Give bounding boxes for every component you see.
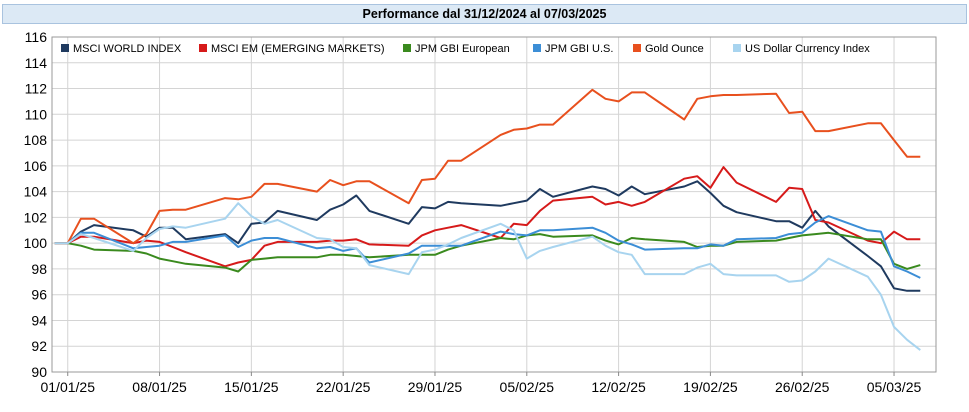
series-line-1 <box>54 166 921 268</box>
legend-swatch <box>199 44 207 52</box>
legend-label: MSCI WORLD INDEX <box>73 43 182 55</box>
x-tick-label: 19/02/25 <box>683 379 738 395</box>
y-tick-label: 108 <box>24 132 48 148</box>
y-tick-label: 100 <box>24 235 48 251</box>
series-line-3 <box>54 215 921 279</box>
x-tick-label: 22/01/25 <box>316 379 371 395</box>
legend-label: Gold Ounce <box>645 43 704 55</box>
chart-title: Performance dal 31/12/2024 al 07/03/2025 <box>2 4 967 24</box>
legend-label: MSCI EM (EMERGING MARKETS) <box>211 43 385 55</box>
y-tick-label: 112 <box>25 81 48 97</box>
y-tick-label: 106 <box>24 158 48 174</box>
legend-swatch <box>61 44 69 52</box>
x-tick-label: 15/01/25 <box>224 379 279 395</box>
legend-label: JPM GBI European <box>415 43 510 55</box>
y-tick-label: 114 <box>25 55 48 71</box>
y-tick-label: 116 <box>25 29 48 45</box>
x-tick-label: 29/01/25 <box>408 379 463 395</box>
series-lines <box>54 88 921 351</box>
x-tick-label: 05/03/25 <box>867 379 922 395</box>
x-tick-label: 01/01/25 <box>40 379 95 395</box>
legend-swatch <box>733 44 741 52</box>
plot-frame <box>51 36 937 373</box>
series-line-0 <box>54 180 921 292</box>
y-tick-label: 104 <box>24 184 48 200</box>
y-tick-label: 90 <box>31 364 47 380</box>
legend-label: JPM GBI U.S. <box>545 43 613 55</box>
legend-label: US Dollar Currency Index <box>745 43 870 55</box>
series-line-4 <box>54 88 921 245</box>
y-tick-label: 102 <box>24 209 48 225</box>
x-tick-label: 05/02/25 <box>500 379 555 395</box>
legend: MSCI WORLD INDEX MSCI EM (EMERGING MARKET… <box>61 43 870 55</box>
y-axis: 90 92 94 96 98 100 102 104 106 108 110 112 114 116 <box>24 29 48 380</box>
y-tick-label: 98 <box>31 261 47 277</box>
x-axis: 01/01/25 08/01/25 15/01/25 22/01/25 29/01/25… <box>40 372 921 395</box>
y-tick-label: 110 <box>25 106 48 122</box>
series-line-2 <box>54 231 921 273</box>
x-tick-label: 08/01/25 <box>132 379 187 395</box>
series-line-5 <box>54 202 921 351</box>
legend-swatch <box>633 44 641 52</box>
legend-swatch <box>533 44 541 52</box>
y-tick-label: 92 <box>31 338 47 354</box>
x-tick-label: 12/02/25 <box>591 379 646 395</box>
legend-swatch <box>403 44 411 52</box>
x-tick-label: 26/02/25 <box>775 379 830 395</box>
y-tick-label: 96 <box>31 287 47 303</box>
y-tick-label: 94 <box>31 312 47 328</box>
